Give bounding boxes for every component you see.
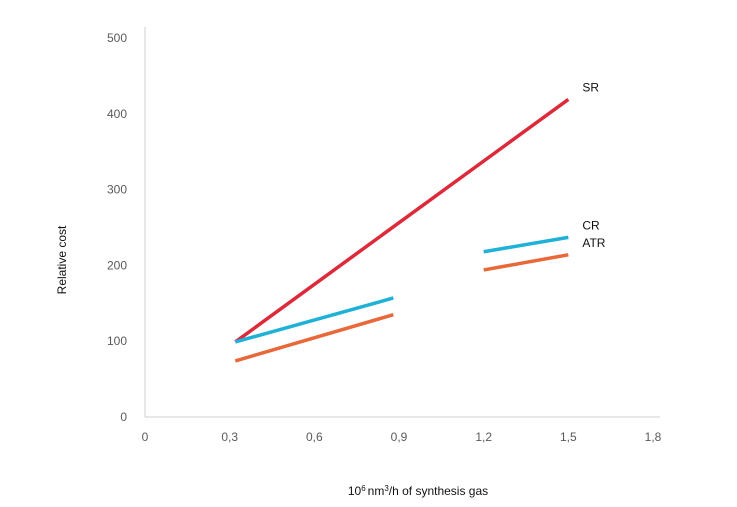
series-label-cr: CR xyxy=(582,218,600,232)
x-axis-title-unit: nm xyxy=(368,484,385,498)
y-tick-labels: 0 100 200 300 400 500 xyxy=(107,31,127,424)
series-label-atr: ATR xyxy=(582,236,605,250)
y-tick-label: 0 xyxy=(120,410,127,424)
y-tick-label: 300 xyxy=(107,183,127,197)
series-lines xyxy=(234,97,570,363)
x-tick-label: 1,8 xyxy=(645,430,662,444)
series-line-atr xyxy=(234,312,394,363)
series-line-cr xyxy=(234,296,394,344)
series-line-sr xyxy=(234,97,570,344)
x-axis-title-base: 10 xyxy=(348,484,362,498)
series-line-atr xyxy=(483,253,569,272)
y-axis-title: Relative cost xyxy=(55,225,69,294)
y-tick-label: 200 xyxy=(107,258,127,272)
x-tick-label: 0,9 xyxy=(391,430,408,444)
x-tick-labels: 0 0,3 0,6 0,9 1,2 1,5 1,8 xyxy=(142,430,662,444)
x-tick-label: 1,5 xyxy=(560,430,577,444)
y-tick-label: 100 xyxy=(107,334,127,348)
x-tick-label: 0 xyxy=(142,430,149,444)
x-tick-label: 0,6 xyxy=(306,430,323,444)
x-axis-title-unit-sup: 3 xyxy=(384,484,389,493)
x-axis-title-rest: /h of synthesis gas xyxy=(389,484,488,498)
series-label-sr: SR xyxy=(582,80,599,94)
x-axis-title: 106 nm3/h of synthesis gas xyxy=(348,484,488,499)
y-tick-label: 500 xyxy=(107,31,127,45)
x-axis-title-base-sup: 6 xyxy=(361,484,366,493)
series-line-cr xyxy=(483,235,569,254)
y-tick-label: 400 xyxy=(107,107,127,121)
x-tick-label: 0,3 xyxy=(221,430,238,444)
x-tick-label: 1,2 xyxy=(475,430,492,444)
series-labels: SR CR ATR xyxy=(582,80,605,249)
